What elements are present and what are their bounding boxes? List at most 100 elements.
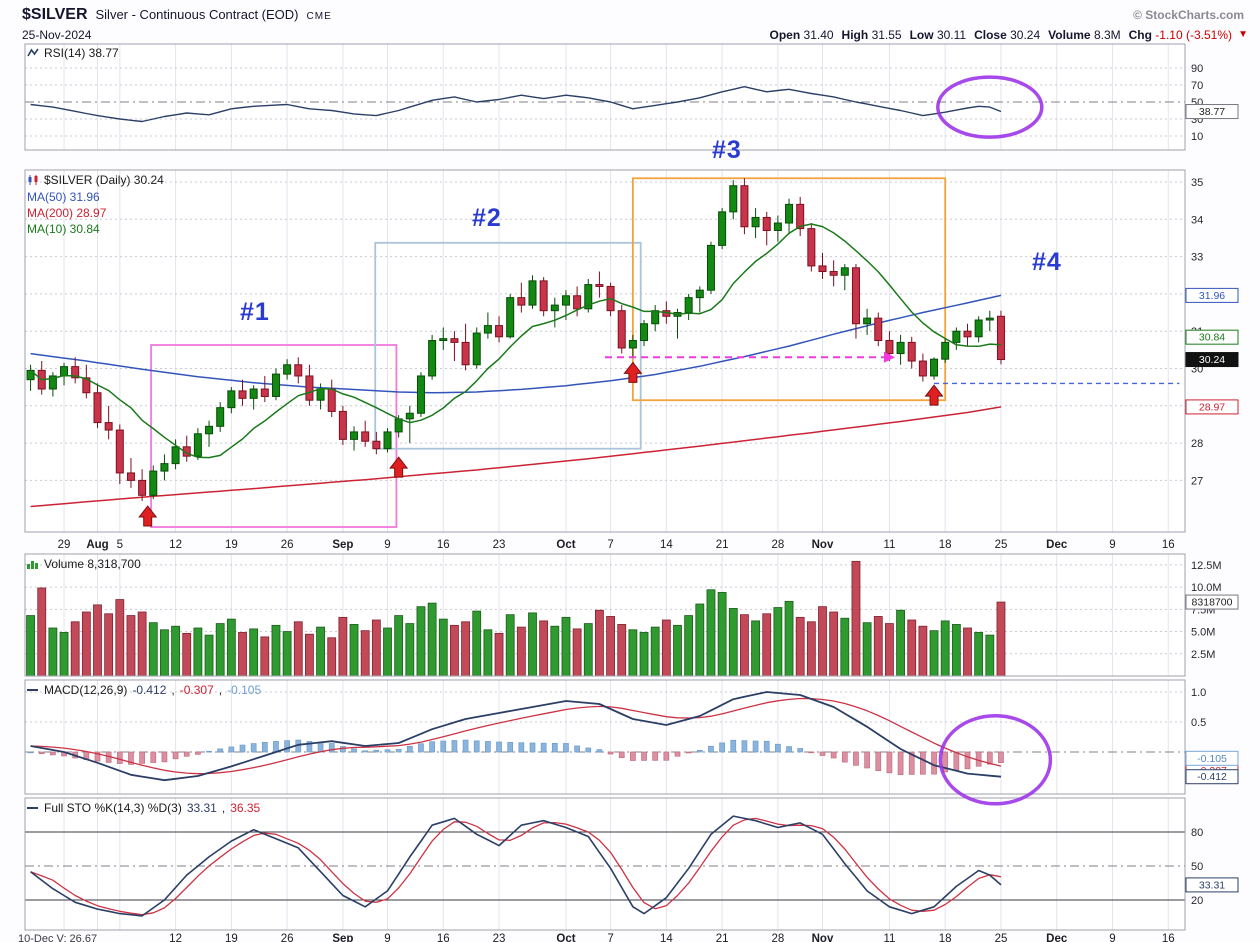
macd-legend-text: MACD(12,26,9): [44, 683, 128, 697]
svg-text:70: 70: [1191, 80, 1203, 92]
svg-text:28.97: 28.97: [1199, 401, 1225, 413]
volume-bar: [450, 624, 459, 677]
quote-close: Close 30.24: [974, 28, 1041, 42]
svg-text:0.5: 0.5: [1191, 717, 1206, 729]
volume-bar: [160, 629, 169, 677]
svg-text:26: 26: [281, 933, 294, 942]
sto-panel-bg: [25, 798, 1185, 930]
svg-text:1.0: 1.0: [1191, 687, 1206, 699]
volume-bar: [405, 623, 415, 677]
svg-text:21: 21: [716, 539, 729, 551]
volume-bar: [806, 621, 816, 677]
annotation-box-3: [631, 177, 947, 402]
sto-panel: 80 50 20 33.31: [25, 815, 1239, 917]
svg-text:Dec: Dec: [1046, 539, 1068, 551]
ma10-legend: MA(10) 30.84: [27, 222, 100, 236]
volume-bar: [316, 626, 325, 677]
volume-bar: [226, 618, 236, 677]
ma200-line: [30, 406, 1002, 508]
svg-text:2.5M: 2.5M: [1191, 649, 1215, 661]
volume-bar: [985, 634, 995, 677]
macd-legend-icon: [27, 689, 38, 691]
volume-bar: [595, 609, 604, 677]
price-legend: $SILVER (Daily) 30.24: [27, 173, 164, 187]
volume-bar: [383, 627, 392, 677]
volume-bar: [762, 613, 772, 677]
svg-text:9: 9: [384, 539, 390, 551]
macd-line: [30, 691, 1002, 782]
volume-bar: [996, 601, 1006, 677]
axis-value-box: 31.96: [1185, 287, 1239, 303]
rsi-panel-bg: [25, 44, 1185, 150]
volume-bar: [695, 603, 705, 677]
volume-bar: [516, 626, 526, 677]
svg-text:30.84: 30.84: [1199, 332, 1225, 344]
volume-bar: [238, 632, 247, 677]
annotation-label-1: #1: [240, 298, 270, 326]
volume-bar: [115, 599, 125, 677]
svg-text:10.0M: 10.0M: [1191, 582, 1222, 594]
svg-text:Sep: Sep: [332, 539, 353, 551]
svg-text:33: 33: [1191, 252, 1203, 264]
volume-bar: [818, 606, 827, 677]
sto-k-value: 33.31: [186, 801, 217, 815]
svg-text:18: 18: [939, 539, 952, 551]
ma200-legend: MA(200) 28.97: [27, 206, 106, 220]
annotation-box-1: [150, 344, 398, 528]
volume-bar: [873, 616, 883, 677]
stoch-k-line: [30, 815, 1002, 917]
volume-bar: [472, 610, 482, 677]
rsi-line: [30, 86, 1002, 123]
volume-bar: [528, 612, 537, 677]
volume-bar: [416, 606, 426, 677]
exchange: CME: [306, 11, 332, 22]
change-down-triangle-icon: ▼: [1238, 29, 1248, 40]
ma10-line: [30, 223, 1002, 459]
svg-text:9: 9: [1109, 933, 1115, 942]
purple-circle-macd: [938, 714, 1053, 806]
volume-bar: [126, 615, 136, 677]
svg-text:16: 16: [437, 539, 450, 551]
sto-d-value: 36.35: [230, 801, 261, 815]
svg-text:12: 12: [169, 539, 182, 551]
volume-bar: [260, 636, 270, 677]
volume-bar: [371, 619, 381, 677]
rsi-panel-border: [24, 43, 1186, 151]
volume-bar: [148, 622, 158, 677]
svg-text:Oct: Oct: [556, 933, 575, 942]
svg-text:29: 29: [58, 539, 71, 551]
red-up-arrow: [623, 361, 643, 383]
volume-bar: [951, 624, 961, 677]
stockcharts-brand-link[interactable]: © StockCharts.com: [1133, 8, 1244, 22]
annotation-label-4: #4: [1032, 248, 1062, 276]
volume-bar: [550, 625, 560, 677]
svg-text:16: 16: [1162, 539, 1175, 551]
symbol-description: Silver - Continuous Contract (EOD): [95, 7, 299, 22]
volume-bar: [639, 632, 649, 677]
svg-text:11: 11: [883, 933, 895, 942]
svg-text:-0.412: -0.412: [1197, 771, 1227, 783]
volume-bar: [338, 616, 348, 677]
volume-bar: [617, 624, 627, 677]
svg-text:16: 16: [437, 933, 450, 942]
svg-text:25: 25: [995, 539, 1008, 551]
volume-bar: [271, 624, 281, 677]
svg-text:14: 14: [660, 539, 673, 551]
annotation-label-3: #3: [712, 136, 742, 164]
pink-arrowhead: [884, 351, 895, 363]
chart-date: 25-Nov-2024: [22, 28, 92, 42]
volume-bar: [650, 626, 660, 677]
svg-text:12: 12: [169, 933, 182, 942]
macd-hist-value: -0.105: [227, 683, 262, 697]
svg-text:Nov: Nov: [812, 933, 834, 942]
svg-text:7: 7: [607, 933, 613, 942]
sto-legend: Full STO %K(14,3) %D(3) 33.31, 36.35: [27, 801, 260, 815]
svg-text:11: 11: [883, 539, 895, 551]
svg-text:9: 9: [384, 933, 390, 942]
svg-text:Oct: Oct: [556, 539, 575, 551]
svg-text:12.5M: 12.5M: [1191, 560, 1222, 572]
volume-bar: [171, 625, 180, 677]
volume-bar: [907, 619, 917, 677]
